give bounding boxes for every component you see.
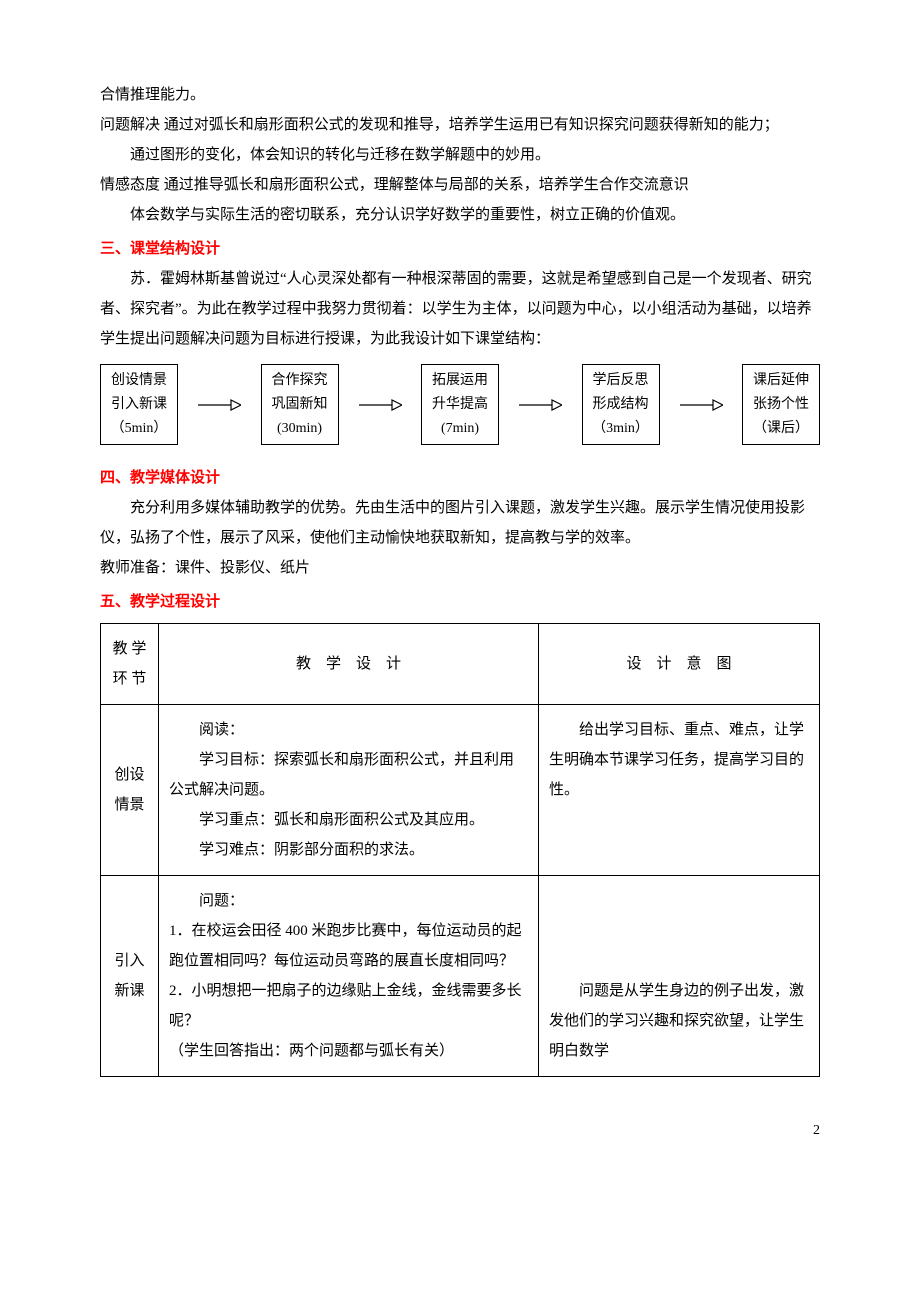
section4-p1: 充分利用多媒体辅助教学的优势。先由生活中的图片引入课题，激发学生兴趣。展示学生情… [100, 493, 820, 553]
label-problem: 问题解决 [100, 117, 160, 133]
flow-box-2-l1: 合作探究 [268, 369, 332, 393]
line-problem-solving: 问题解决 通过对弧长和扇形面积公式的发现和推导，培养学生运用已有知识探究问题获得… [100, 110, 820, 140]
section4-p2: 教师准备：课件、投影仪、纸片 [100, 553, 820, 583]
section3-para: 苏．霍姆林斯基曾说过“人心灵深处都有一种根深蒂固的需要，这就是希望感到自己是一个… [100, 264, 820, 354]
row1-stage-l2: 情景 [111, 790, 148, 820]
arrow-icon [358, 393, 402, 417]
text-problem: 通过对弧长和扇形面积公式的发现和推导，培养学生运用已有知识探究问题获得新知的能力… [164, 117, 779, 133]
flow-box-3: 拓展运用 升华提高 (7min) [421, 364, 499, 445]
flow-box-1-l2: 引入新课 [107, 393, 171, 417]
flow-box-1-l1: 创设情景 [107, 369, 171, 393]
header-design: 教 学 设 计 [159, 624, 539, 705]
row2-stage-l1: 引入 [111, 946, 148, 976]
row1-c2-l4: 学习难点：阴影部分面积的求法。 [169, 835, 528, 865]
line-life-connection: 体会数学与实际生活的密切联系，充分认识学好数学的重要性，树立正确的价值观。 [100, 200, 820, 230]
row2-design: 问题： 1．在校运会田径 400 米跑步比赛中，每位运动员的起跑位置相同吗？每位… [159, 876, 539, 1077]
flow-box-1-l3: （5min） [107, 417, 171, 441]
row1-intent: 给出学习目标、重点、难点，让学生明确本节课学习任务，提高学习目的性。 [539, 705, 820, 876]
row1-stage: 创设 情景 [101, 705, 159, 876]
line-reasoning: 合情推理能力。 [100, 80, 820, 110]
row2-c3: 问题是从学生身边的例子出发，激发他们的学习兴趣和探究欲望，让学生明白数学 [549, 976, 809, 1066]
flow-box-2-l3: (30min) [268, 417, 332, 441]
arrow-icon [518, 393, 562, 417]
row1-c2-l3: 学习重点：弧长和扇形面积公式及其应用。 [169, 805, 528, 835]
header-stage: 教 学 环 节 [101, 624, 159, 705]
row2-stage-l2: 新课 [111, 976, 148, 1006]
flow-box-4: 学后反思 形成结构 （3min） [582, 364, 660, 445]
row2-c2-l4: （学生回答指出：两个问题都与弧长有关） [169, 1036, 528, 1066]
heading-3: 三、课堂结构设计 [100, 234, 820, 264]
row2-c2-l1: 问题： [169, 886, 528, 916]
lesson-table: 教 学 环 节 教 学 设 计 设 计 意 图 创设 情景 阅读： 学习目标：探… [100, 623, 820, 1077]
row2-c2-l3: 2．小明想把一把扇子的边缘贴上金线，金线需要多长呢？ [169, 976, 528, 1036]
flow-box-4-l2: 形成结构 [589, 393, 653, 417]
flow-box-1: 创设情景 引入新课 （5min） [100, 364, 178, 445]
table-header-row: 教 学 环 节 教 学 设 计 设 计 意 图 [101, 624, 820, 705]
row1-design: 阅读： 学习目标：探索弧长和扇形面积公式，并且利用公式解决问题。 学习重点：弧长… [159, 705, 539, 876]
label-emotion: 情感态度 [100, 177, 160, 193]
body-text: 合情推理能力。 问题解决 通过对弧长和扇形面积公式的发现和推导，培养学生运用已有… [100, 80, 820, 230]
arrow-icon [679, 393, 723, 417]
row1-c3: 给出学习目标、重点、难点，让学生明确本节课学习任务，提高学习目的性。 [549, 715, 809, 805]
header-stage-l2: 环 节 [111, 664, 148, 694]
flow-box-5-l1: 课后延伸 [749, 369, 813, 393]
flow-box-2: 合作探究 巩固新知 (30min) [261, 364, 339, 445]
flow-box-4-l3: （3min） [589, 417, 653, 441]
line-graph-change: 通过图形的变化，体会知识的转化与迁移在数学解题中的妙用。 [100, 140, 820, 170]
page-number: 2 [100, 1117, 820, 1145]
row1-c2-l2: 学习目标：探索弧长和扇形面积公式，并且利用公式解决问题。 [169, 745, 528, 805]
flow-box-3-l2: 升华提高 [428, 393, 492, 417]
row2-c2-l2: 1．在校运会田径 400 米跑步比赛中，每位运动员的起跑位置相同吗？每位运动员弯… [169, 916, 528, 976]
heading-4: 四、教学媒体设计 [100, 463, 820, 493]
line-emotion: 情感态度 通过推导弧长和扇形面积公式，理解整体与局部的关系，培养学生合作交流意识 [100, 170, 820, 200]
heading-5: 五、教学过程设计 [100, 587, 820, 617]
flow-box-5-l2: 张扬个性 [749, 393, 813, 417]
flow-box-3-l3: (7min) [428, 417, 492, 441]
arrow-icon [197, 393, 241, 417]
flow-box-4-l1: 学后反思 [589, 369, 653, 393]
flow-box-5-l3: （课后） [749, 417, 813, 441]
table-row-1: 创设 情景 阅读： 学习目标：探索弧长和扇形面积公式，并且利用公式解决问题。 学… [101, 705, 820, 876]
row2-intent: 问题是从学生身边的例子出发，激发他们的学习兴趣和探究欲望，让学生明白数学 [539, 876, 820, 1077]
flow-diagram: 创设情景 引入新课 （5min） 合作探究 巩固新知 (30min) 拓展运用 … [100, 364, 820, 445]
header-intent: 设 计 意 图 [539, 624, 820, 705]
row1-c2-l1: 阅读： [169, 715, 528, 745]
row2-stage: 引入 新课 [101, 876, 159, 1077]
table-row-2: 引入 新课 问题： 1．在校运会田径 400 米跑步比赛中，每位运动员的起跑位置… [101, 876, 820, 1077]
row1-stage-l1: 创设 [111, 760, 148, 790]
header-stage-l1: 教 学 [111, 634, 148, 664]
flow-box-5: 课后延伸 张扬个性 （课后） [742, 364, 820, 445]
text-emotion: 通过推导弧长和扇形面积公式，理解整体与局部的关系，培养学生合作交流意识 [164, 177, 689, 193]
flow-box-2-l2: 巩固新知 [268, 393, 332, 417]
flow-box-3-l1: 拓展运用 [428, 369, 492, 393]
